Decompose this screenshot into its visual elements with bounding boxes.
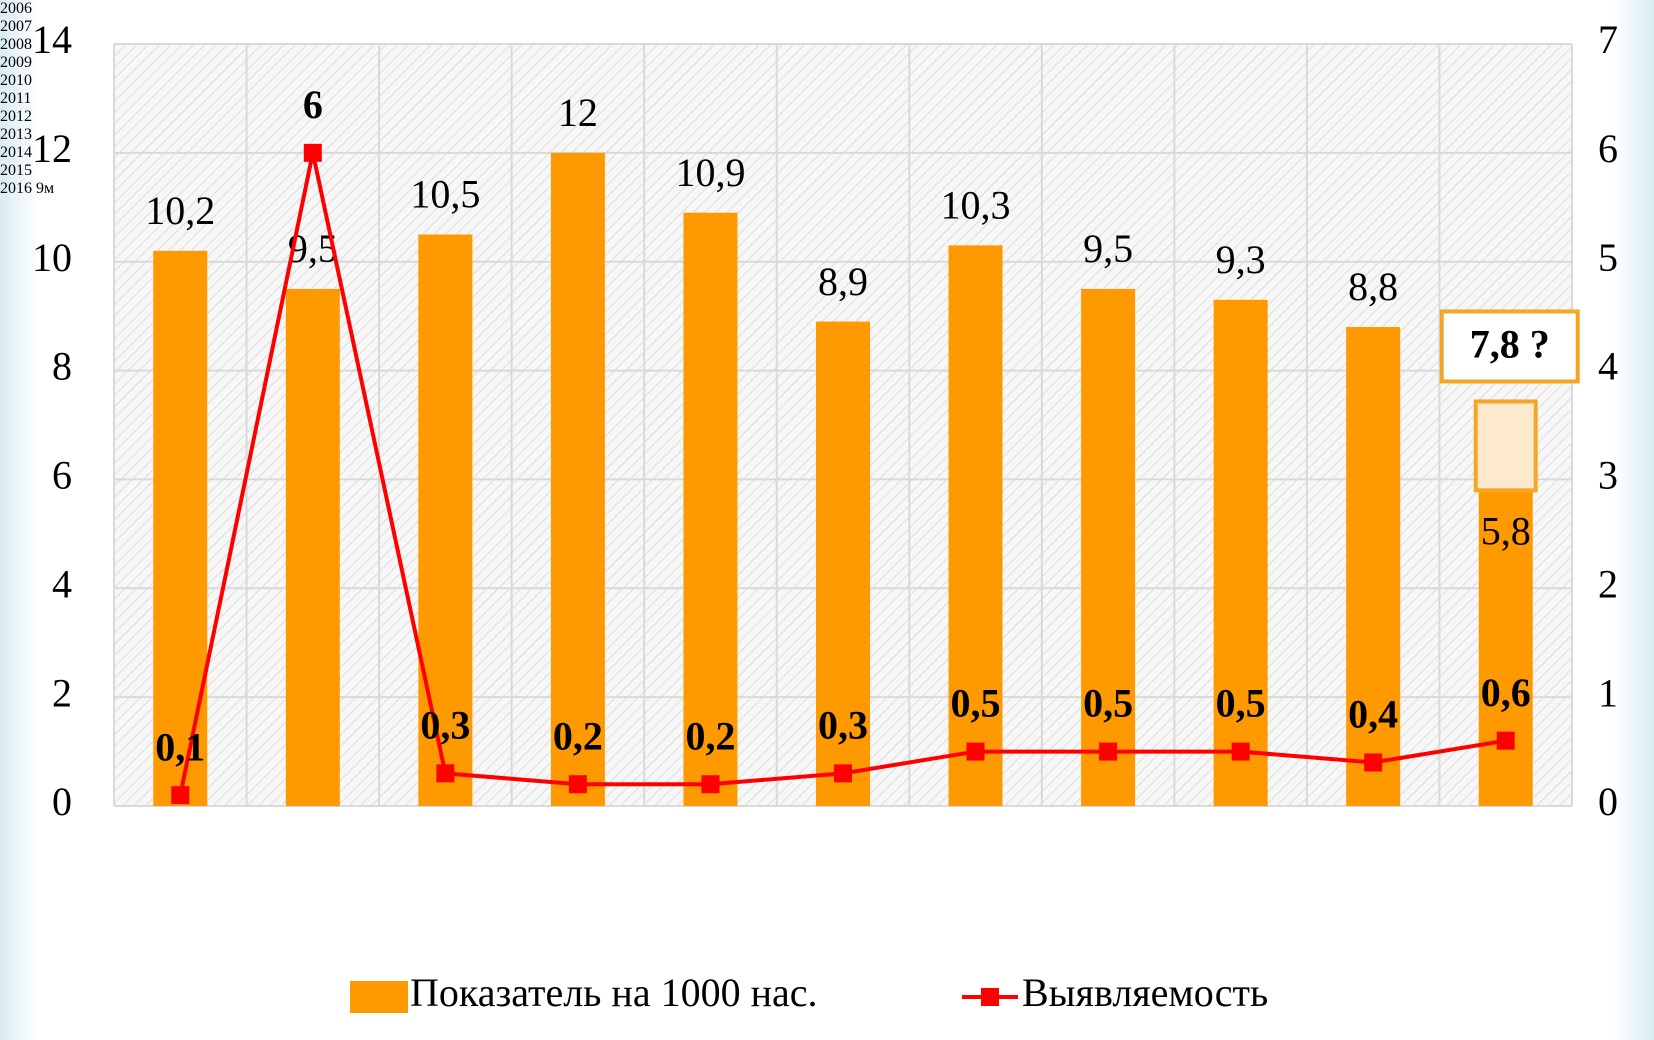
bar-value-label: 5,8 [1481,508,1531,553]
y-tick-label: 8 [52,344,72,389]
marker [171,786,190,805]
marker [1364,753,1383,772]
line-value-label: 0,1 [155,724,205,769]
legend-label: Выявляемость [1022,970,1268,1015]
x-tick-label: 2010 [0,72,32,89]
y2-tick-label: 6 [1598,126,1618,171]
bar [1081,288,1136,806]
y2-tick-label: 7 [1598,17,1618,62]
bar [683,212,738,806]
marker [1099,742,1118,761]
bar [816,321,870,806]
marker [303,143,322,162]
marker [1231,742,1250,761]
bar [153,250,208,807]
y-tick-label: 2 [52,670,72,715]
marker [436,764,455,783]
y2-tick-label: 5 [1598,235,1618,280]
y-tick-label: 10 [32,235,72,280]
line-value-label: 6 [303,82,323,127]
y2-tick-label: 2 [1598,561,1618,606]
y-tick-label: 14 [32,17,72,62]
bar-value-label: 10,3 [941,183,1011,228]
x-tick-label: 2008 [0,36,32,53]
bar-value-label: 9,3 [1216,237,1266,282]
bar-value-label: 10,5 [410,172,480,217]
marker [568,775,587,794]
y2-tick-label: 1 [1598,670,1618,715]
bar [1478,490,1533,806]
bar-value-label: 9,5 [1083,226,1133,271]
y-tick-label: 4 [52,561,72,606]
y2-tick-label: 4 [1598,344,1618,389]
line-value-label: 0,3 [420,703,470,748]
annotation: 7,8 ? [1470,322,1550,367]
x-tick-label: 2013 [0,126,32,143]
line-value-label: 0,2 [685,713,735,758]
marker [1496,731,1515,750]
bar [1346,327,1401,806]
bar [948,245,1003,806]
x-tick-label: 2015 [0,162,32,179]
line-value-label: 0,6 [1481,670,1531,715]
annotation-box [1439,309,1580,384]
line-value-label: 0,2 [553,713,603,758]
y2-tick-label: 0 [1598,779,1618,824]
x-tick-label: 2016 9м [0,180,55,197]
x-tick-label: 2009 [0,54,32,71]
bar-value-label: 12 [558,90,598,135]
bar [1213,299,1268,806]
legend-label: Показатель на 1000 нас. [410,970,818,1015]
bar-value-label: 8,9 [818,259,868,304]
bar [418,234,473,806]
y-tick-label: 0 [52,779,72,824]
marker [701,775,720,794]
bar-value-label: 10,2 [145,188,215,233]
marker [834,764,852,783]
marker [966,742,985,761]
legend-swatch [350,981,408,1013]
y-tick-label: 12 [32,126,72,171]
line-value-label: 0,5 [1216,681,1266,726]
bar-value-label: 8,8 [1348,264,1398,309]
forecast-box [1473,399,1538,493]
bar [285,288,340,806]
line-value-label: 0,3 [818,703,868,748]
x-tick-label: 2006 [0,0,32,17]
x-tick-label: 2014 [0,144,32,161]
line-value-label: 0,4 [1348,692,1398,737]
y2-tick-label: 3 [1598,453,1618,498]
legend-marker [981,988,999,1006]
x-tick-label: 2012 [0,108,32,125]
line-value-label: 0,5 [1083,681,1133,726]
y-tick-label: 6 [52,453,72,498]
bar [550,152,605,806]
x-tick-label: 2007 [0,18,32,35]
x-tick-label: 2011 [0,90,32,107]
bar-value-label: 10,9 [675,150,745,195]
line-value-label: 0,5 [951,681,1001,726]
